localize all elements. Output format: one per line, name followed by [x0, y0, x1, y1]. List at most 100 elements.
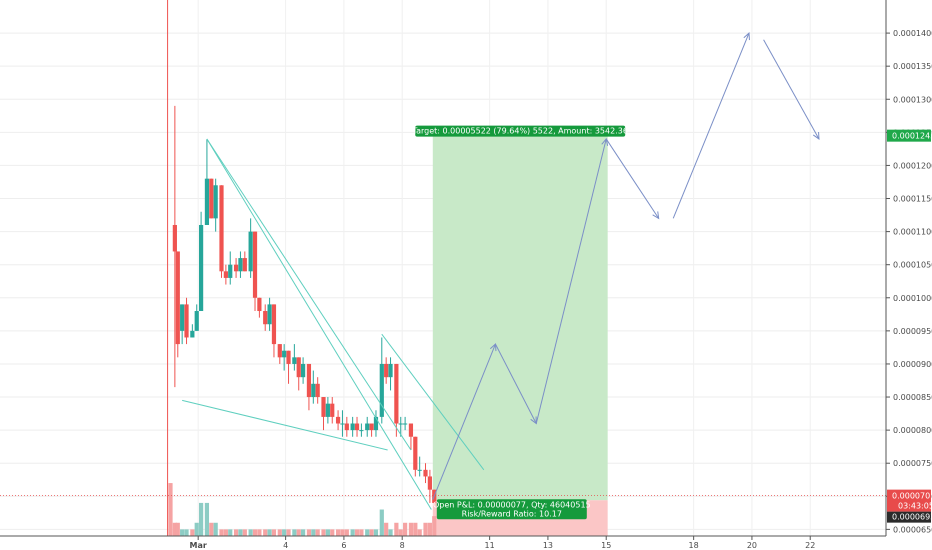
countdown-marker: 03:43:05 [898, 502, 932, 511]
volume-bar [335, 529, 341, 536]
price-tick-label: 0.00013500 [893, 62, 932, 71]
volume-bar [344, 529, 349, 536]
volume-bar [242, 529, 247, 536]
profit-zone [432, 135, 608, 501]
time-tick-label: 11 [485, 541, 495, 550]
time-tick-label: 18 [689, 541, 699, 550]
trendline [182, 399, 388, 451]
candle-body [263, 311, 268, 325]
volume-bar [248, 529, 253, 536]
price-axis[interactable]: 0.000140000.000135000.000130000.00012500… [885, 0, 932, 536]
pnl-label: Open P&L: 0.00000077, Qty: 46040515 [433, 500, 591, 509]
price-tick-label: 0.00010000 [893, 294, 932, 303]
price-tick-label: 0.00011000 [893, 228, 932, 237]
volume-bar [238, 529, 243, 536]
volume-bar [209, 522, 214, 536]
candle-body [242, 258, 247, 272]
price-tick-label: 0.00013000 [893, 95, 932, 104]
volume-bar [311, 529, 316, 536]
candle-body [398, 423, 403, 425]
projection-segment [672, 32, 750, 219]
price-tick-label: 0.00010500 [893, 261, 932, 270]
drawings [0, 32, 886, 510]
candle-body [248, 231, 253, 272]
candle-body [359, 430, 364, 432]
candle-body [394, 363, 399, 424]
candle-body [198, 224, 204, 312]
time-tick-label: 15 [601, 541, 611, 550]
candle-body [365, 423, 370, 431]
candle-body [315, 383, 320, 398]
volume-bar [213, 522, 218, 536]
target-price-marker: 0.00012456 [892, 132, 932, 141]
price-tick-label: 0.00006500 [893, 525, 932, 534]
candle-body [408, 423, 414, 437]
candle-body [301, 363, 306, 378]
projection-segment [432, 343, 496, 500]
candle-body [184, 304, 189, 338]
current-price-marker: 0.00007011 [892, 492, 932, 501]
candle-body [427, 476, 432, 490]
volume-bar [325, 529, 330, 536]
candlesticks [167, 0, 437, 536]
candle-body [423, 469, 428, 477]
candle-body [373, 416, 379, 431]
candle-body [277, 344, 282, 358]
price-tick-label: 0.00008000 [893, 426, 932, 435]
volume-bar [350, 529, 355, 536]
volume-bar [233, 529, 239, 536]
volume-bars [168, 483, 437, 536]
projection-segment [763, 39, 820, 140]
candle-body [306, 363, 312, 398]
projection-arrowhead [812, 131, 820, 140]
time-axis[interactable]: Mar 4 6 8 11 13 15 18 20 22 [0, 535, 886, 550]
candle-body [219, 185, 224, 272]
volume-bar [172, 522, 177, 536]
volume-bar [394, 522, 399, 536]
volume-bar [267, 529, 272, 536]
candle-body [286, 350, 291, 364]
volume-bar [315, 529, 320, 536]
candle-body [209, 178, 214, 219]
volume-bar [184, 529, 189, 536]
time-tick-label: 6 [341, 541, 346, 550]
candle-body [238, 258, 243, 272]
candle-body [384, 363, 389, 378]
time-tick-label: 8 [400, 541, 405, 550]
time-axis-ticks: Mar 4 6 8 11 13 15 18 20 22 [190, 536, 815, 550]
volume-bar [417, 529, 422, 536]
candle-body [204, 178, 210, 225]
candle-body [350, 423, 355, 431]
time-tick-label: 20 [747, 541, 757, 550]
candle-body [282, 350, 287, 358]
candle-body [252, 231, 258, 298]
position-zones [432, 135, 608, 536]
volume-bar [219, 529, 224, 536]
price-tick-label: 0.00009500 [893, 327, 932, 336]
time-tick-label: 13 [543, 541, 553, 550]
volume-bar [408, 522, 414, 536]
volume-bar [286, 529, 291, 536]
candle-body [172, 224, 177, 252]
projection-segment [605, 138, 660, 219]
candle-body [267, 304, 272, 325]
candle-body [190, 330, 195, 338]
volume-bar [306, 529, 312, 536]
volume-bar [384, 522, 389, 536]
volume-bar [194, 522, 199, 536]
volume-bar [296, 529, 301, 536]
projection-arrowhead [652, 211, 660, 220]
volume-bar [359, 529, 364, 536]
price-tick-label: 0.00014000 [893, 29, 932, 38]
volume-bar [252, 529, 258, 536]
volume-bar [168, 483, 173, 536]
risk-reward-label: Risk/Reward Ratio: 10.17 [462, 509, 562, 518]
volume-bar [423, 522, 428, 536]
volume-bar [369, 529, 374, 536]
target-label-box [415, 125, 626, 137]
volume-bar [432, 516, 437, 536]
trendline [381, 333, 485, 471]
volume-bar [365, 529, 370, 536]
trendline [206, 138, 412, 451]
